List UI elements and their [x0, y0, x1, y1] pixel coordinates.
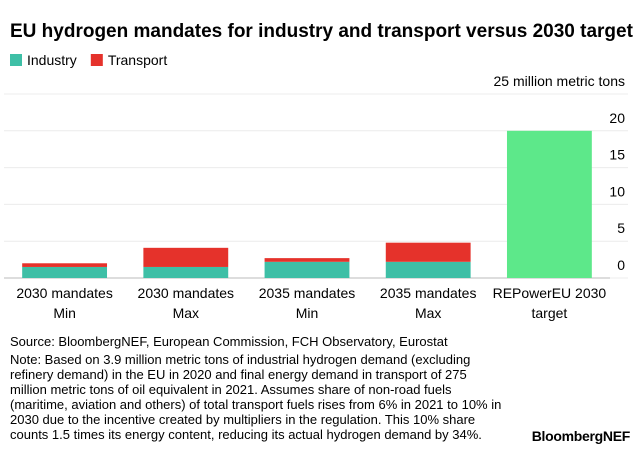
chart-title: EU hydrogen mandates for industry and tr… [10, 21, 634, 42]
bar-segment [22, 266, 108, 278]
x-tick-label: 2030 mandates [138, 285, 235, 301]
note-line: (maritime, aviation and others) of total… [10, 397, 501, 412]
brand: BloombergNEF [532, 428, 631, 444]
x-tick-label: 2035 mandates [259, 285, 356, 301]
legend-swatch [10, 54, 22, 66]
y-tick-label: 5 [617, 220, 625, 236]
x-tick-label: 2030 mandates [16, 285, 113, 301]
source: Source: BloombergNEF, European Commissio… [10, 334, 448, 349]
x-tick-label: Min [53, 305, 76, 321]
bar-segment [264, 258, 350, 262]
bar-segment [385, 261, 471, 278]
y-tick-label: 15 [609, 147, 625, 163]
x-tick-label: target [531, 305, 567, 321]
note-line: Note: Based on 3.9 million metric tons o… [10, 352, 470, 367]
note-line: million metric tons of oil equivalent in… [10, 382, 452, 397]
legend-label: Transport [108, 52, 168, 68]
note-line: counts 1.5 times its energy content, red… [10, 427, 482, 442]
x-tick-label: Max [415, 305, 441, 321]
x-tick-label: Max [173, 305, 199, 321]
y-tick-label: 10 [609, 183, 625, 199]
bar-segment [143, 247, 229, 267]
legend-label: Industry [27, 52, 77, 68]
y-tick-label: 25 million metric tons [494, 73, 626, 89]
bar-segment [264, 261, 350, 278]
bar-segment [506, 130, 592, 278]
bar-segment [143, 266, 229, 278]
bar-segment [22, 263, 108, 267]
legend-swatch [90, 54, 103, 66]
x-tick-label: REPowerEU 2030 [493, 285, 607, 301]
x-tick-label: 2035 mandates [380, 285, 477, 301]
y-tick-label: 0 [617, 257, 625, 273]
note-line: refinery demand) in the EU in 2020 and f… [10, 367, 467, 382]
y-tick-label: 20 [609, 110, 625, 126]
bar-segment [385, 242, 471, 262]
note-line: 2030 due to the incentive created by mul… [10, 412, 475, 427]
x-tick-label: Min [296, 305, 319, 321]
